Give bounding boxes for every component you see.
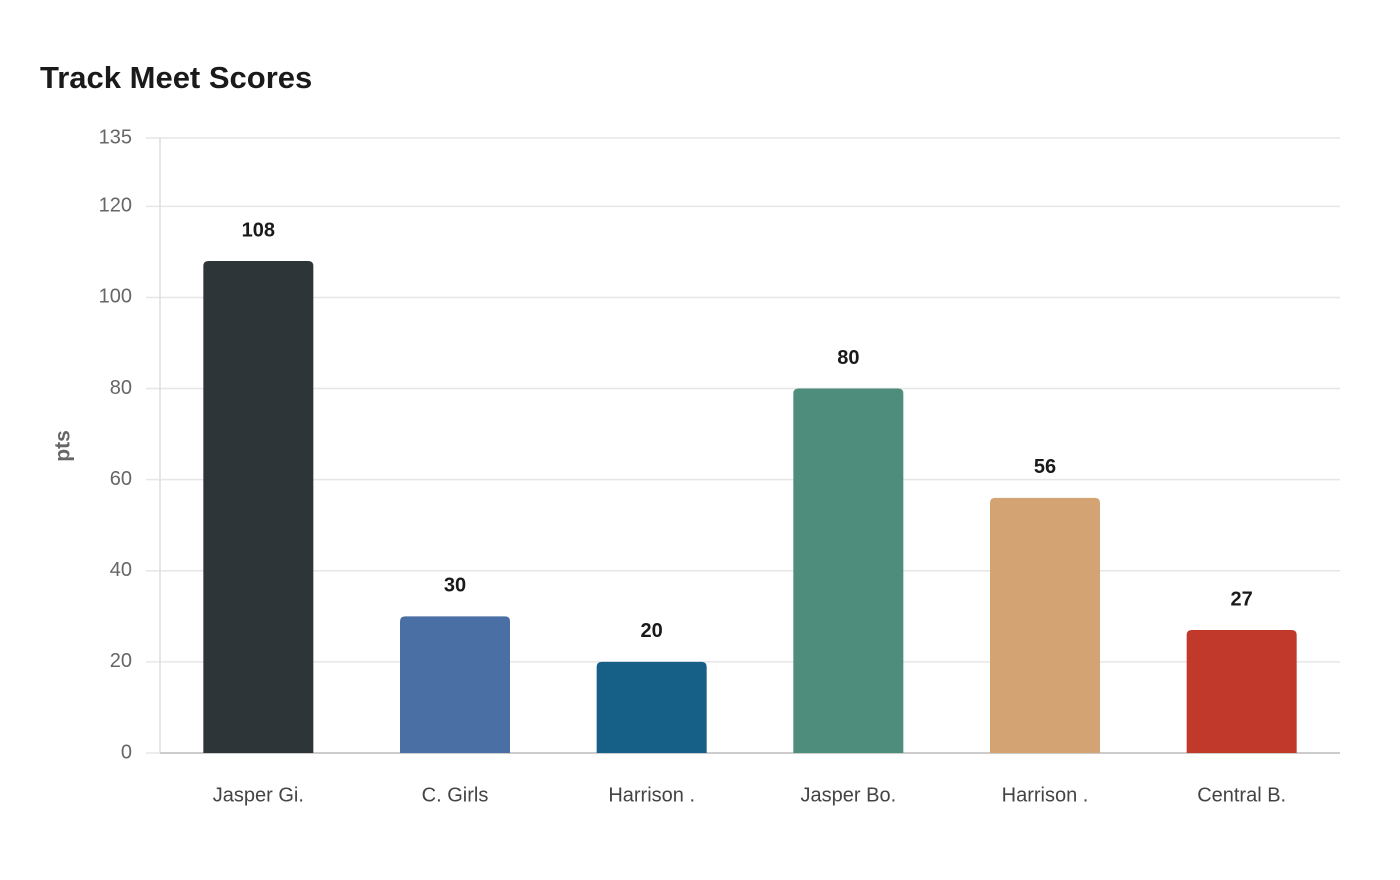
bar [990, 497, 1100, 753]
y-tick-label: 0 [121, 741, 132, 763]
x-tick-label: C. Girls [422, 784, 489, 806]
value-label: 27 [1231, 588, 1253, 610]
y-tick-label: 80 [110, 377, 132, 399]
bar [400, 616, 510, 753]
x-tick-label: Jasper Bo. [801, 784, 897, 806]
y-tick-label: 135 [99, 126, 132, 148]
bar [203, 261, 314, 753]
value-label: 30 [444, 575, 466, 597]
value-label: 80 [837, 347, 859, 369]
value-label: 108 [242, 219, 275, 241]
y-tick-label: 120 [99, 195, 132, 217]
y-tick-label: 20 [110, 650, 132, 672]
value-label: 20 [641, 620, 663, 642]
y-tick-label: 100 [99, 286, 132, 308]
y-tick-label: 40 [110, 559, 132, 581]
y-tick-label: 60 [110, 468, 132, 490]
y-axis-label: pts [52, 430, 75, 462]
bar [1186, 630, 1297, 753]
bar [596, 661, 707, 753]
x-tick-label: Central B. [1197, 784, 1286, 806]
value-label: 56 [1034, 456, 1056, 478]
x-tick-label: Harrison . [608, 784, 695, 806]
x-tick-label: Harrison . [1002, 784, 1089, 806]
bar [793, 388, 904, 753]
chart-title: Track Meet Scores [40, 60, 312, 95]
x-tick-label: Jasper Gi. [213, 784, 304, 806]
